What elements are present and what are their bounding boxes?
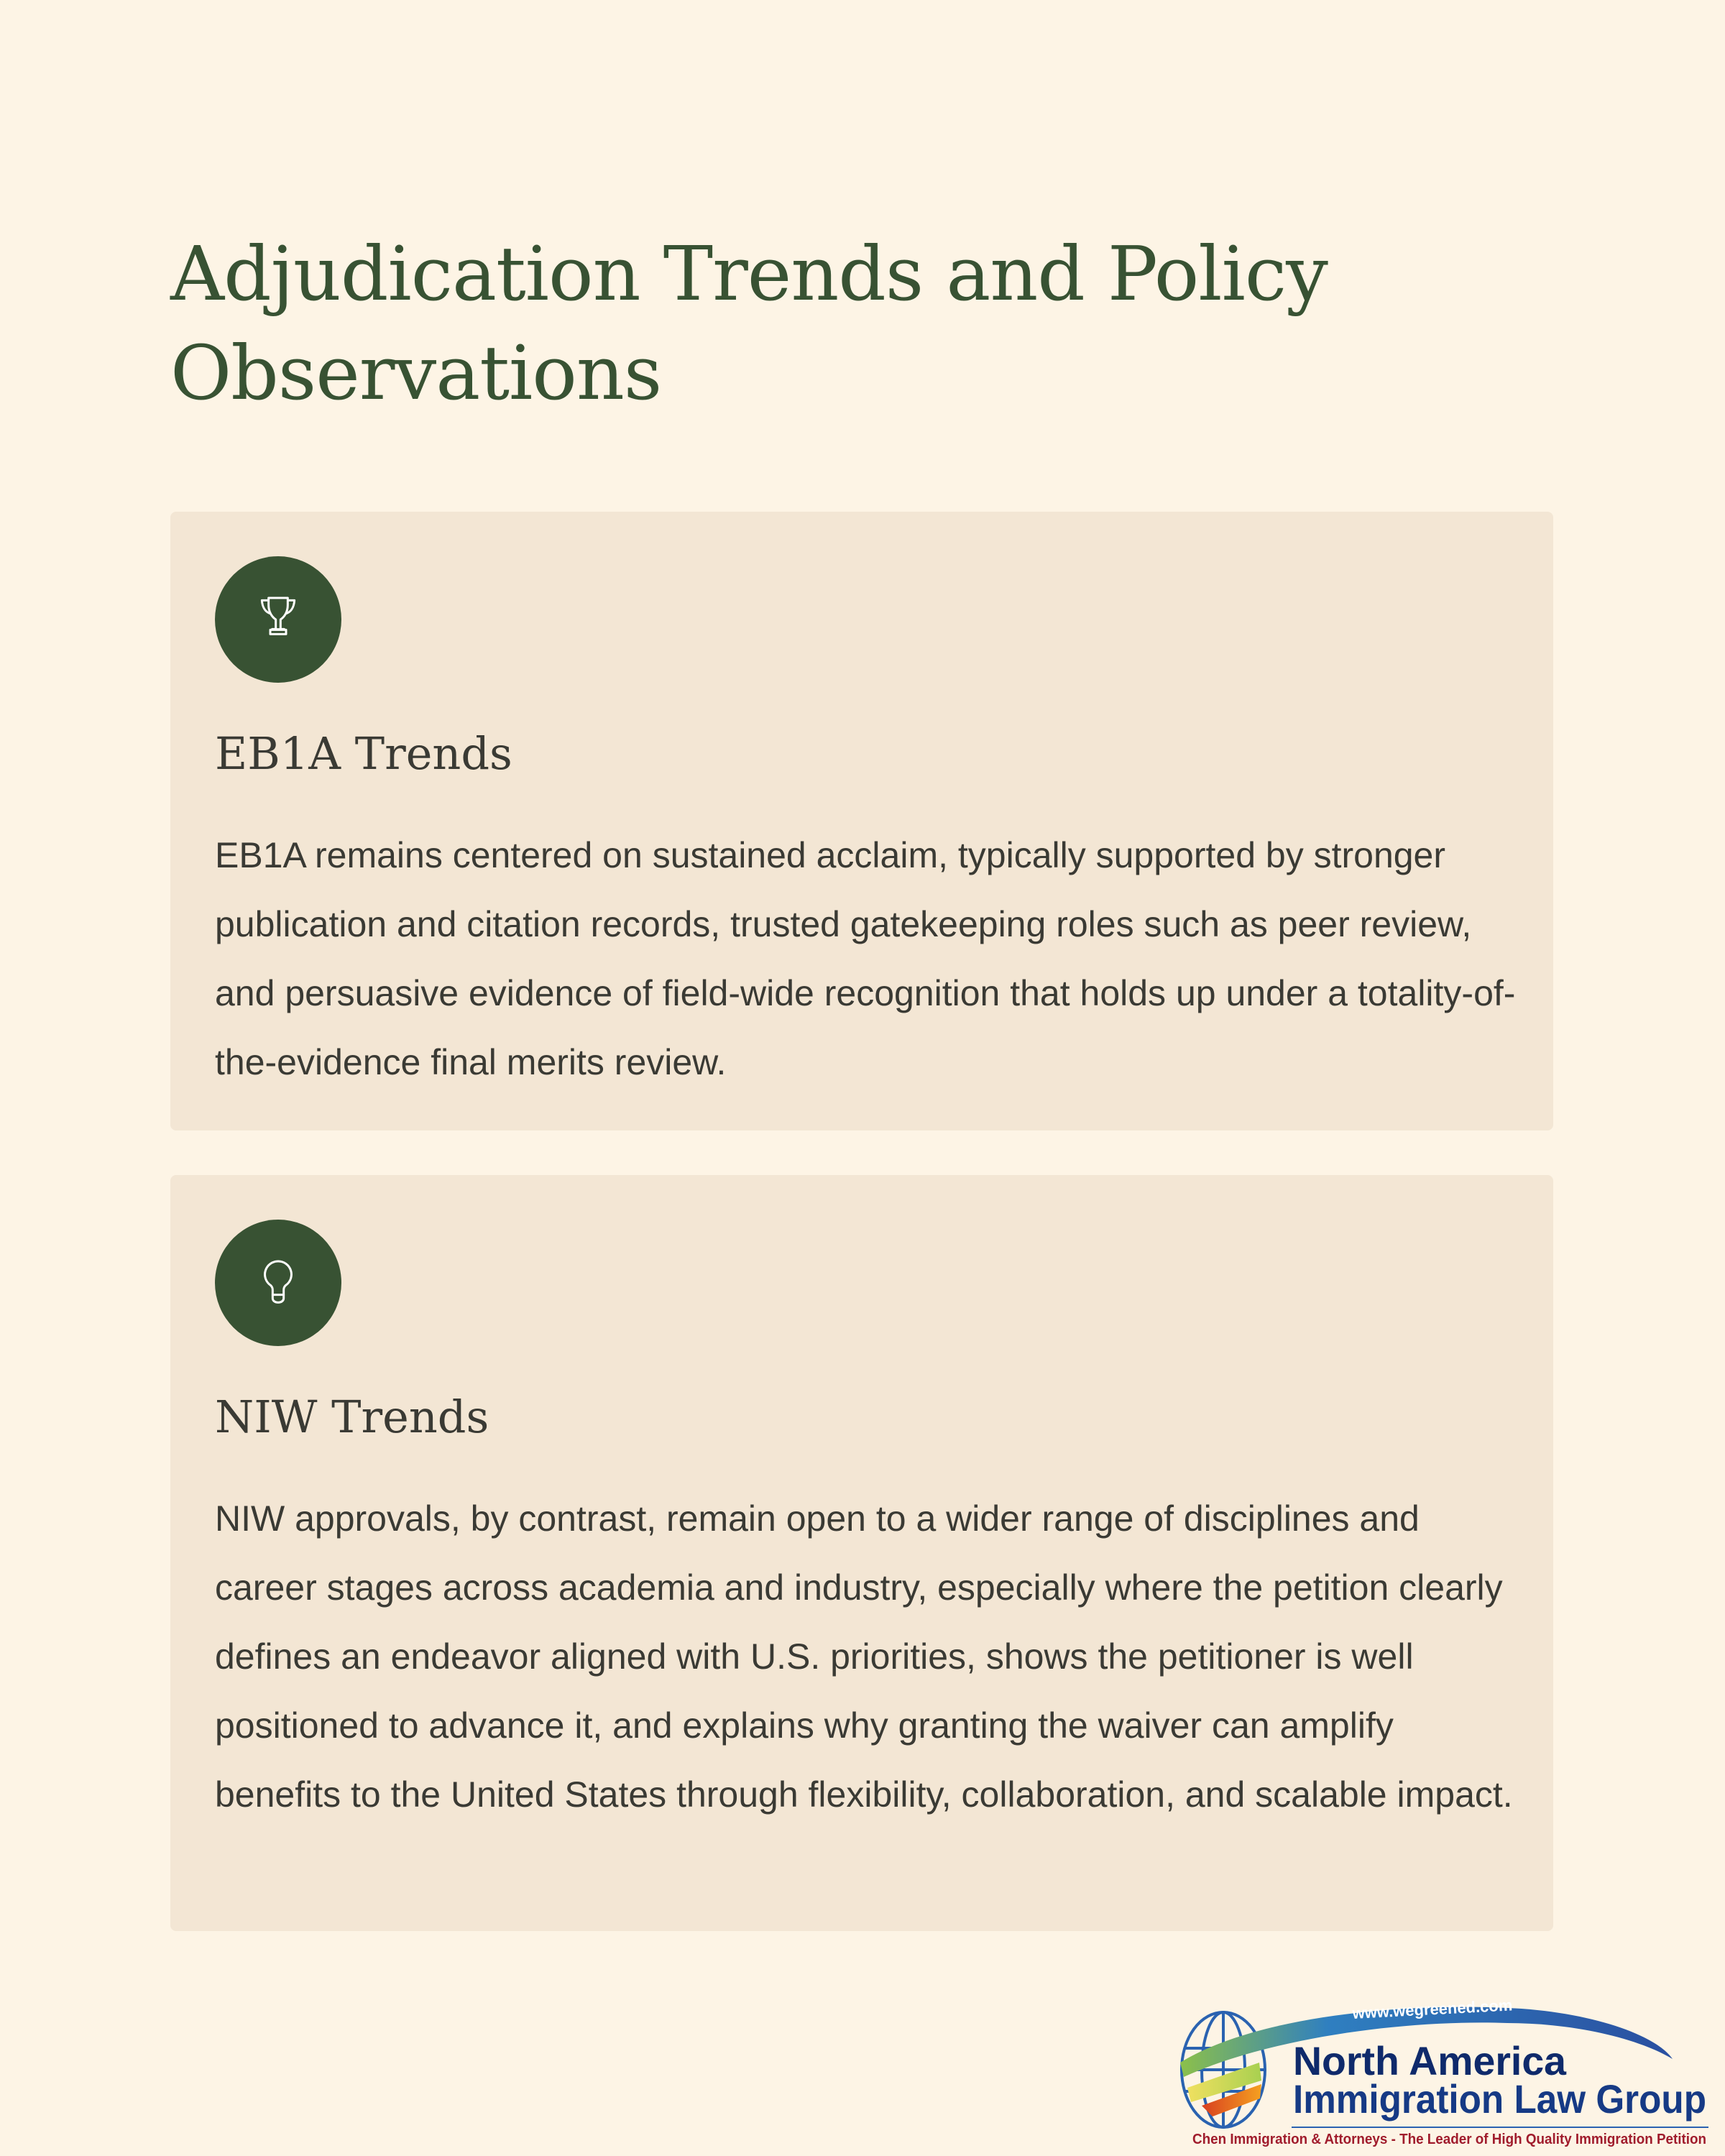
law-group-logo: www.wegreened.com North America Immigrat… xyxy=(1169,1994,1716,2149)
card-heading: EB1A Trends xyxy=(215,727,512,780)
page-title: Adjudication Trends and Policy Observati… xyxy=(170,230,1328,417)
trophy-icon xyxy=(215,556,341,683)
logo-line1: North America xyxy=(1293,2038,1567,2083)
niw-trends-card: NIW Trends NIW approvals, by contrast, r… xyxy=(170,1175,1553,1931)
card-heading: NIW Trends xyxy=(215,1391,489,1443)
lightbulb-icon xyxy=(215,1220,341,1346)
logo-line2: Immigration Law Group xyxy=(1293,2076,1706,2122)
card-body: EB1A remains centered on sustained accla… xyxy=(215,835,1516,1082)
logo-tagline: Chen Immigration & Attorneys - The Leade… xyxy=(1192,2132,1706,2147)
eb1a-trends-card: EB1A Trends EB1A remains centered on sus… xyxy=(170,512,1553,1130)
card-body: NIW approvals, by contrast, remain open … xyxy=(215,1498,1513,1815)
